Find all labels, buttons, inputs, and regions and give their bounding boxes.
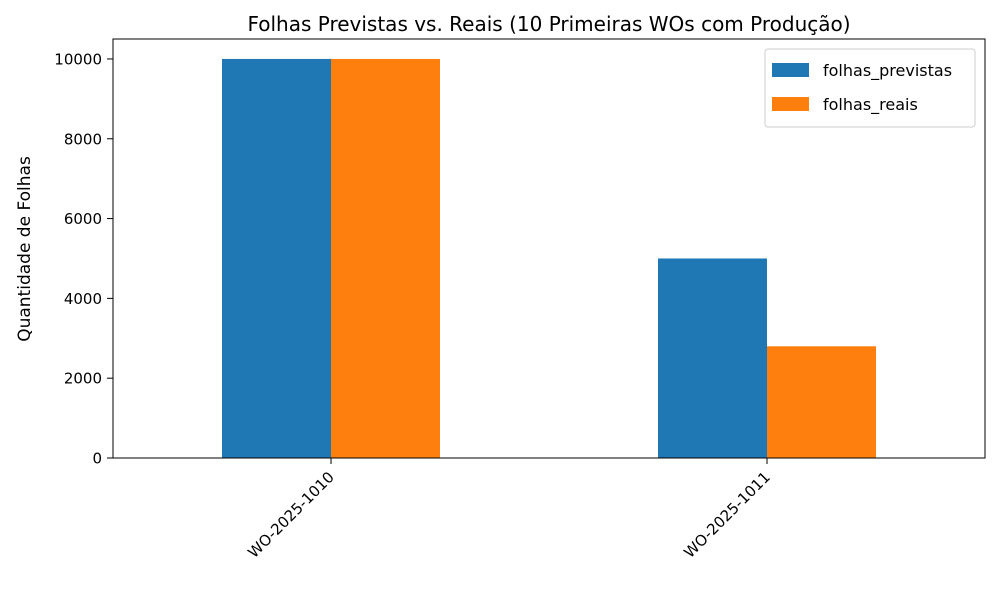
legend-swatch-folhas-reais: [772, 97, 809, 111]
y-tick-label: 10000: [54, 50, 102, 68]
y-tick-label: 6000: [64, 210, 102, 228]
bar-folhas-previstas-wo-2025-1011: [658, 258, 767, 458]
y-tick-label: 2000: [64, 370, 102, 388]
bar-folhas-reais-wo-2025-1010: [331, 58, 440, 458]
y-tick-label: 4000: [64, 290, 102, 308]
x-axis-ticks: WO-2025-1010 WO-2025-1011: [244, 458, 774, 562]
legend-label-folhas-reais: folhas_reais: [823, 95, 918, 115]
y-axis-label: Quantidade de Folhas: [15, 156, 35, 342]
bar-folhas-reais-wo-2025-1011: [767, 346, 876, 458]
x-tick-label: WO-2025-1011: [680, 468, 774, 562]
y-tick-label: 0: [92, 450, 102, 468]
legend-frame: [764, 48, 976, 128]
legend-label-folhas-previstas: folhas_previstas: [823, 61, 952, 81]
x-tick-label: WO-2025-1010: [244, 468, 338, 562]
legend-swatch-folhas-previstas: [772, 63, 809, 77]
bars-group: [222, 58, 876, 458]
plot-frame: [112, 38, 986, 459]
chart-title: Folhas Previstas vs. Reais (10 Primeiras…: [247, 12, 850, 36]
bar-folhas-previstas-wo-2025-1010: [222, 58, 331, 458]
y-axis-ticks: 0 2000 4000 6000 8000 10000: [54, 50, 113, 468]
legend: folhas_previstas folhas_reais: [764, 48, 976, 128]
y-tick-label: 8000: [64, 130, 102, 148]
